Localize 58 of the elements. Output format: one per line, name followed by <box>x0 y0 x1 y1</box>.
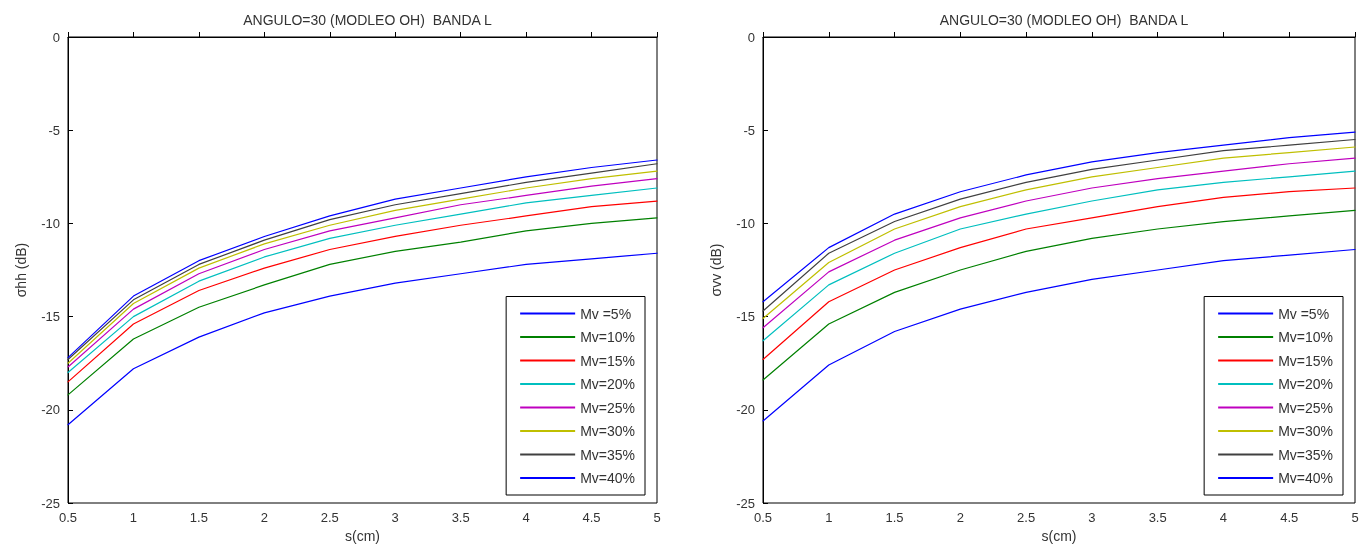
y-tick-label: -15 <box>736 309 755 325</box>
x-tick-label: 0.5 <box>58 510 78 525</box>
x-tick-label: 4 <box>1219 510 1228 525</box>
x-tick-label: 1.5 <box>885 510 904 525</box>
x-tick-label: 3 <box>1088 510 1096 525</box>
x-tick-label: 3.5 <box>1148 510 1167 525</box>
x-tick-label: 2.5 <box>1017 510 1036 525</box>
x-axis-title: s(cm) <box>345 528 380 544</box>
line-series <box>67 217 658 396</box>
y-axis-title: σhh (dB) <box>13 242 29 298</box>
line-series <box>67 252 658 426</box>
legend-label: Mv =5% <box>580 305 632 322</box>
x-tick-label: 5 <box>1351 510 1359 525</box>
y-axis-title: σvv (dB) <box>708 243 724 297</box>
x-tick-label: 2 <box>956 510 964 525</box>
legend-label: Mv=10% <box>1278 329 1333 345</box>
x-tick-label: 0.5 <box>753 510 773 525</box>
x-tick-label: 5 <box>653 510 661 525</box>
line-series <box>762 248 1356 422</box>
legend-label: Mv=30% <box>1278 423 1333 439</box>
y-tick-label: -5 <box>743 122 755 138</box>
x-tick-label: 4 <box>522 510 530 525</box>
legend-label: Mv=10% <box>580 329 635 345</box>
line-series <box>762 209 1356 381</box>
x-tick-label: 2.5 <box>320 510 339 525</box>
y-tick-label: -20 <box>41 402 60 418</box>
chart-title: ANGULO=30 (MODLEO OH) BANDA L <box>243 12 492 28</box>
legend-label: Mv=20% <box>580 376 635 392</box>
legend-label: Mv=35% <box>1278 446 1333 463</box>
x-tick-label: 3.5 <box>451 510 470 525</box>
x-axis-title: s(cm) <box>1041 528 1077 544</box>
y-tick-label: -5 <box>48 122 60 138</box>
legend-label: Mv=30% <box>580 423 635 439</box>
x-tick-label: 2 <box>260 510 268 525</box>
legend-label: Mv=35% <box>580 446 635 463</box>
x-tick-label: 4.5 <box>1280 510 1299 525</box>
x-tick-label: 3 <box>391 510 399 525</box>
x-tick-label: 1.5 <box>189 510 208 525</box>
legend-label: Mv=15% <box>580 352 635 369</box>
legend-label: Mv=40% <box>580 470 635 486</box>
y-tick-label: 0 <box>747 29 755 45</box>
x-tick-label: 1 <box>825 510 833 525</box>
y-tick-label: -25 <box>41 495 60 511</box>
y-tick-label: 0 <box>52 29 60 45</box>
y-tick-label: -10 <box>736 215 755 231</box>
x-tick-label: 4.5 <box>582 510 601 525</box>
y-tick-label: -20 <box>736 402 755 418</box>
legend-label: Mv=40% <box>1278 470 1333 486</box>
legend-label: Mv=20% <box>1278 376 1333 392</box>
legend-label: Mv=25% <box>1278 399 1333 416</box>
legend-label: Mv=25% <box>580 399 635 416</box>
y-tick-label: -25 <box>736 495 755 511</box>
x-tick-label: 1 <box>129 510 138 525</box>
y-tick-label: -10 <box>41 215 60 231</box>
y-tick-label: -15 <box>41 309 60 325</box>
chart-title: ANGULO=30 (MODLEO OH) BANDA L <box>939 12 1189 28</box>
legend-label: Mv=15% <box>1278 352 1333 369</box>
legend-label: Mv =5% <box>1278 305 1330 322</box>
